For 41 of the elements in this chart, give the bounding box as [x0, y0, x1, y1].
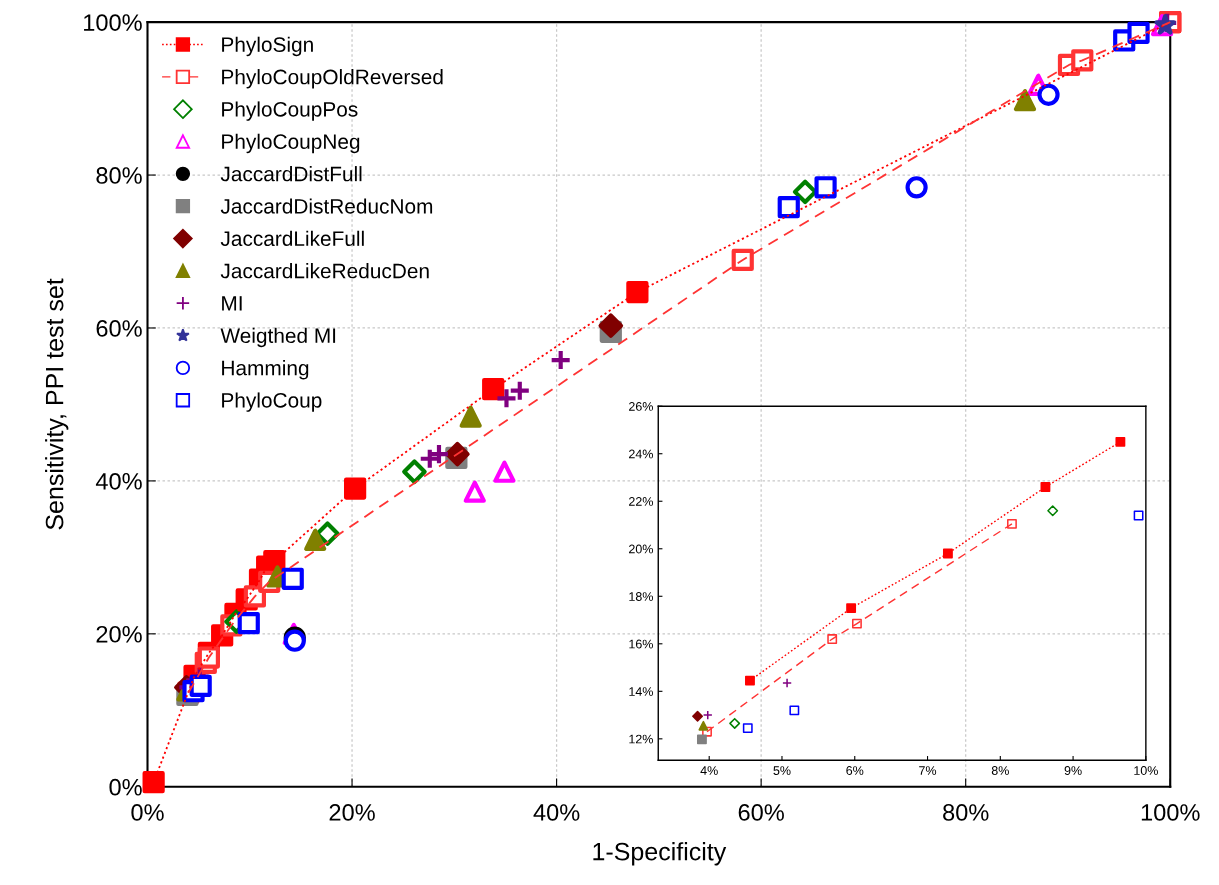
legend-label: Weigthed MI: [220, 327, 336, 348]
legend-label: JaccardLikeReducDen: [220, 263, 429, 279]
legend-label: Hamming: [222, 360, 309, 380]
x-tick-label: 40%: [533, 804, 580, 821]
y-tick-label: 40%: [95, 472, 142, 490]
y-axis-title: Sensitivity, PPI test set: [45, 278, 69, 530]
x-tick-label: 5%: [773, 766, 791, 775]
x-tick-label: 6%: [846, 766, 864, 775]
x-tick-label: 80%: [943, 804, 989, 821]
legend-label: JaccardLikeFull: [220, 230, 364, 247]
y-tick-label: 20%: [629, 544, 653, 554]
legend-label: PhyloCoupNeg: [222, 133, 360, 154]
x-tick-label: 0%: [131, 804, 164, 821]
legend-label: PhyloCoupPos: [222, 101, 358, 121]
legend-label: PhyloCoup: [222, 392, 322, 412]
x-tick-label: 9%: [1064, 766, 1082, 775]
y-tick-label: 22%: [629, 497, 653, 506]
legend-label: JaccardDistFull: [220, 166, 362, 182]
y-tick-label: 60%: [96, 320, 142, 337]
y-tick-label: 12%: [629, 734, 653, 744]
y-tick-label: 80%: [96, 167, 142, 184]
x-axis-title: 1-Specificity: [593, 842, 727, 866]
y-tick-label: 0%: [109, 778, 142, 796]
x-tick-label: 7%: [919, 766, 937, 775]
y-tick-label: 18%: [629, 592, 653, 601]
x-tick-label: 100%: [1141, 804, 1200, 821]
y-tick-label: 14%: [629, 687, 653, 696]
x-tick-label: 60%: [738, 804, 784, 821]
x-tick-label: 4%: [700, 766, 718, 775]
legend-label: MI: [222, 296, 242, 311]
y-tick-label: 20%: [96, 625, 142, 643]
x-tick-label: 20%: [329, 804, 375, 821]
y-tick-label: 24%: [629, 449, 653, 459]
x-tick-label: 8%: [991, 766, 1009, 775]
legend-label: PhyloCoupOldReversed: [222, 69, 443, 89]
legend-label: PhyloSign: [222, 36, 313, 57]
legend-label: JaccardDistReducNom: [220, 198, 433, 214]
y-tick-label: 16%: [629, 639, 653, 649]
y-tick-label: 100%: [84, 14, 142, 31]
y-tick-label: 26%: [629, 402, 653, 411]
x-tick-label: 10%: [1134, 766, 1158, 775]
